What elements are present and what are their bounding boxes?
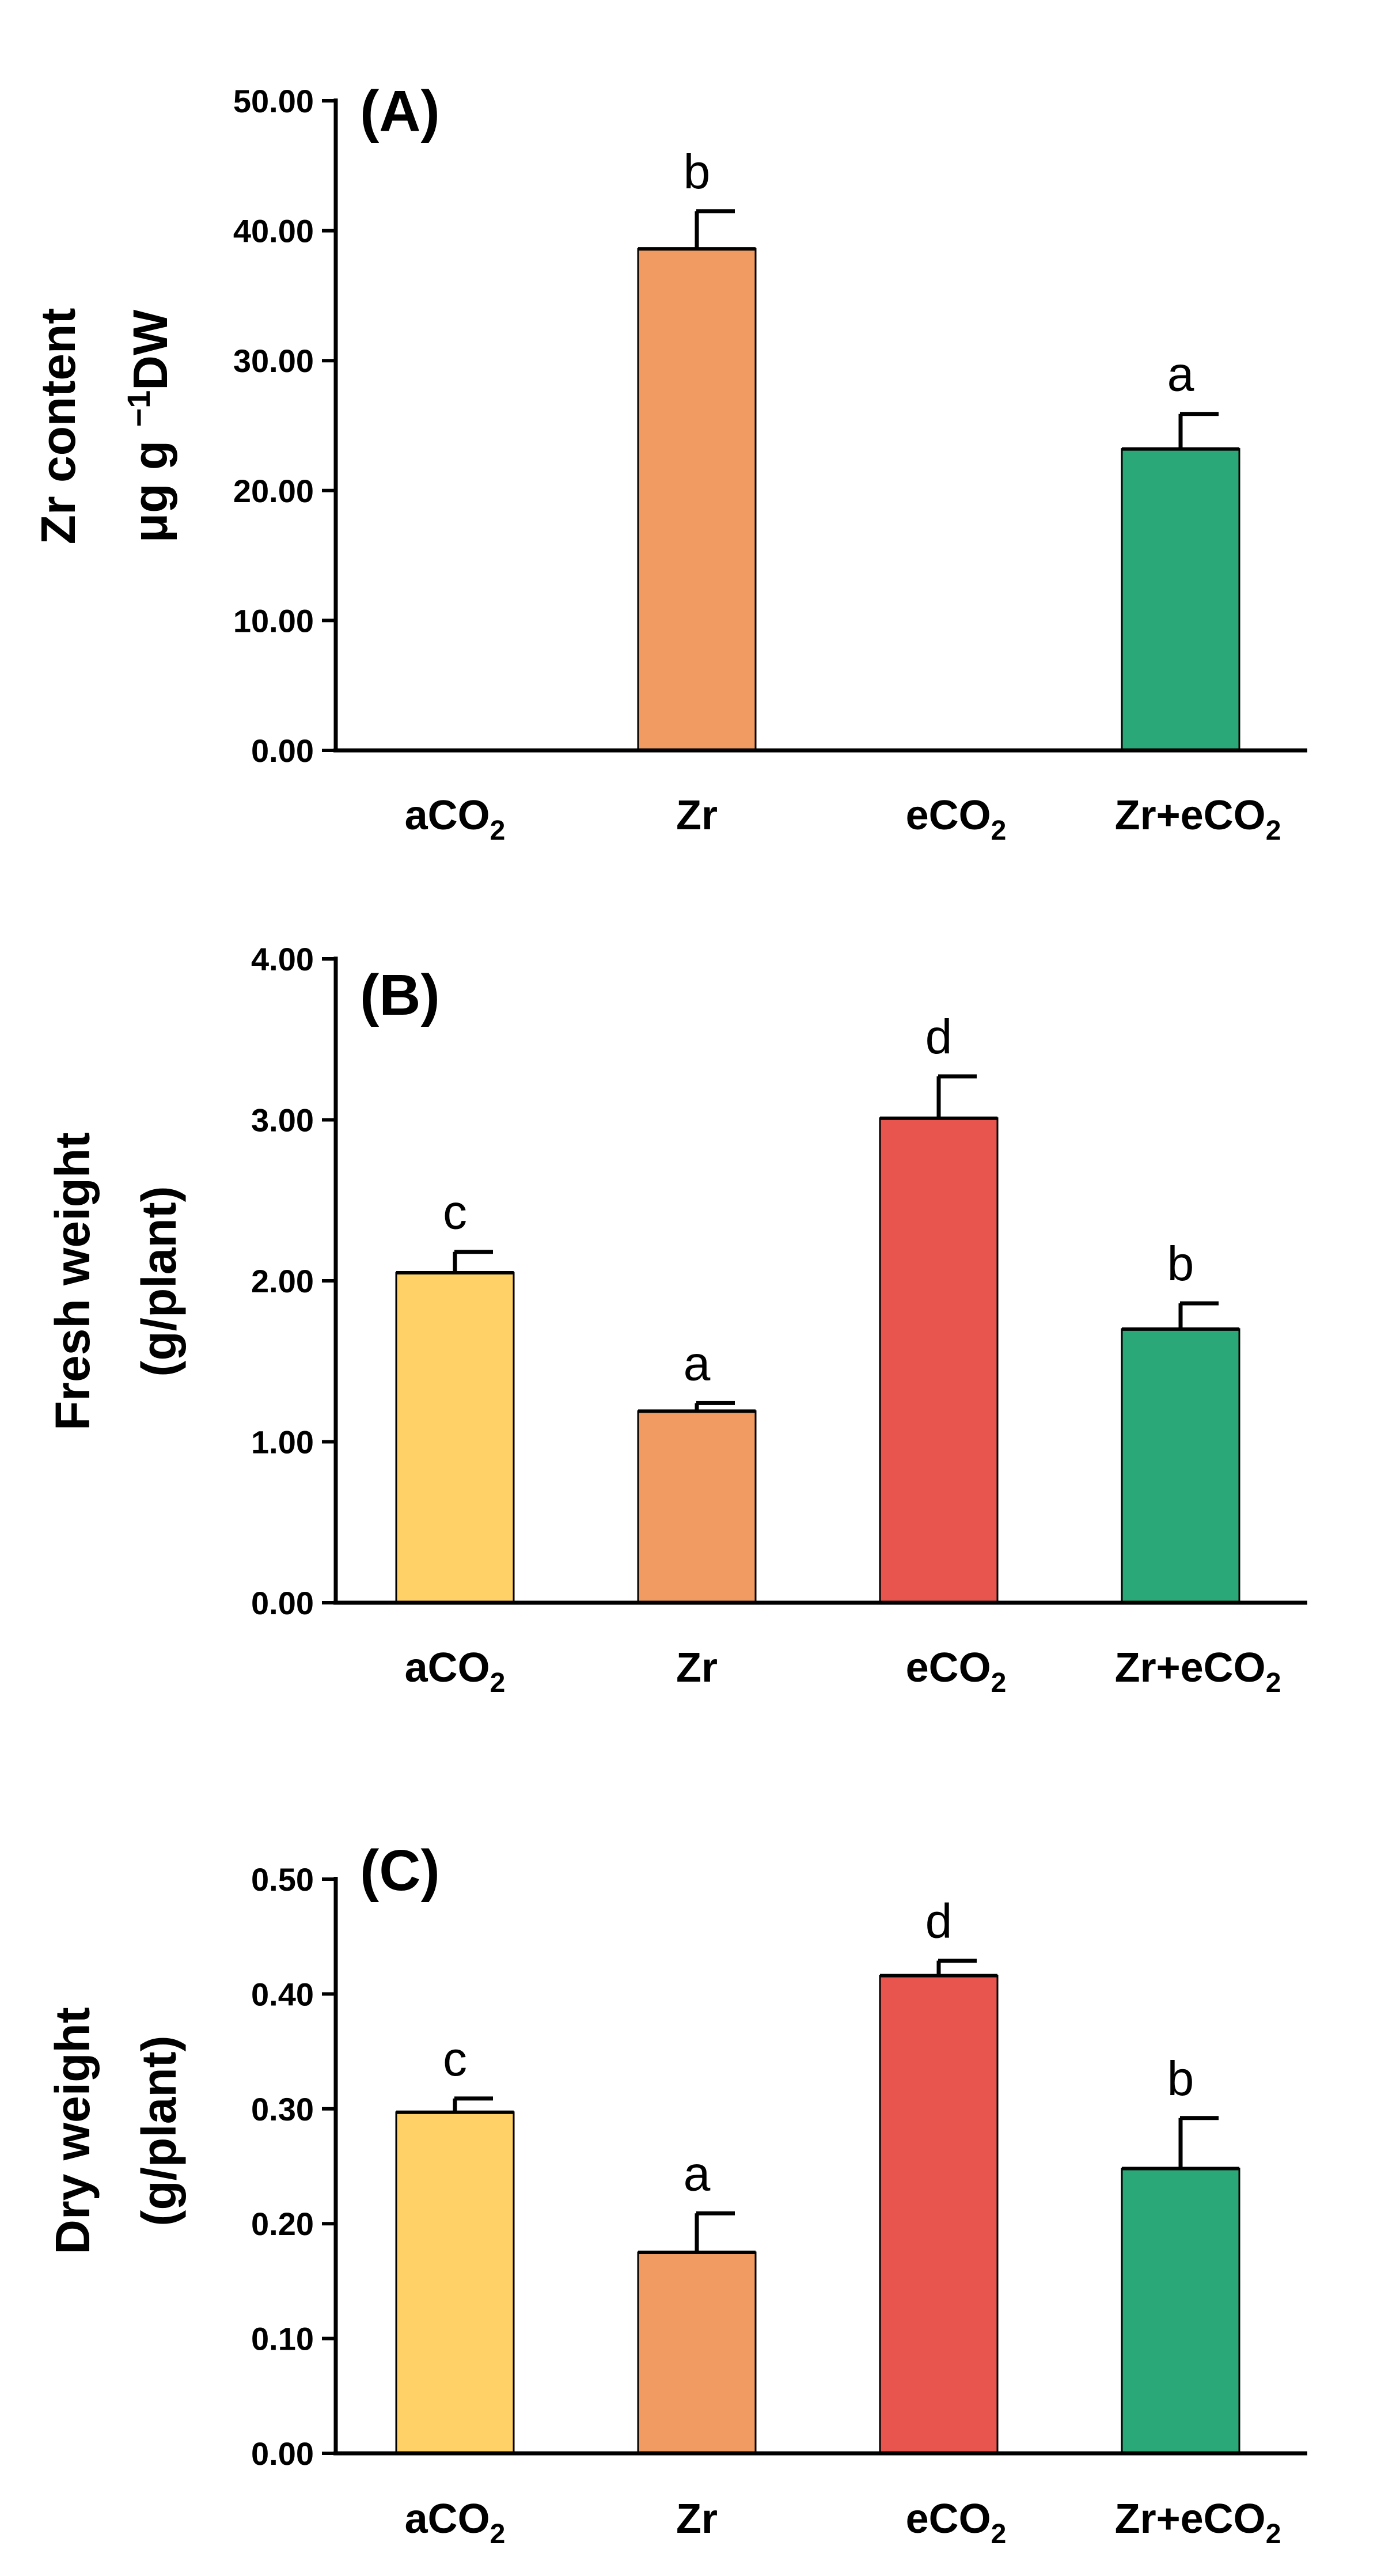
y-axis-label-line1: Zr content xyxy=(31,308,85,545)
panel-label: (C) xyxy=(360,1838,440,1903)
y-tick-label: 40.00 xyxy=(233,213,314,249)
bar-zr xyxy=(637,2251,757,2454)
y-tick-label: 30.00 xyxy=(233,343,314,379)
bar-aco2 xyxy=(395,2111,515,2454)
significance-letter-zr: a xyxy=(684,1336,711,1390)
significance-letter-zr-eco2: a xyxy=(1167,347,1194,401)
significance-letter-eco2: d xyxy=(925,1894,953,1948)
y-tick-label: 20.00 xyxy=(233,473,314,509)
x-tick-label-zr: Zr xyxy=(676,1645,718,1691)
y-axis-label-line1: Fresh weight xyxy=(45,1132,100,1431)
y-tick-label: 4.00 xyxy=(251,941,314,977)
panel-label: (A) xyxy=(360,79,440,143)
y-axis-label-line1: Dry weight xyxy=(45,2007,100,2254)
y-tick-label: 0.40 xyxy=(251,1976,314,2012)
x-tick-label-zr-eco2: Zr+eCO2 xyxy=(1115,2496,1281,2550)
y-axis-label-line2: (g/plant) xyxy=(132,2035,186,2226)
x-tick-label-aco2: aCO2 xyxy=(405,2496,506,2550)
x-tick-label-zr: Zr xyxy=(676,792,718,839)
significance-letter-aco2: c xyxy=(443,1185,467,1239)
y-tick-label: 3.00 xyxy=(251,1102,314,1139)
significance-letter-eco2: d xyxy=(925,1010,953,1064)
x-tick-label-eco2: eCO2 xyxy=(906,2496,1007,2550)
y-axis-label-line2: (g/plant) xyxy=(132,1186,186,1376)
bar-eco2 xyxy=(879,1974,999,2454)
x-tick-label-aco2: aCO2 xyxy=(405,792,506,846)
x-tick-label-zr: Zr xyxy=(676,2496,718,2542)
y-tick-label: 0.00 xyxy=(251,733,314,769)
bar-zr xyxy=(637,248,757,752)
x-tick-label-zr-eco2: Zr+eCO2 xyxy=(1115,1645,1281,1698)
y-tick-label: 0.50 xyxy=(251,1861,314,1898)
y-tick-label: 50.00 xyxy=(233,83,314,119)
y-tick-label: 2.00 xyxy=(251,1263,314,1299)
bar-zr xyxy=(637,1410,757,1604)
significance-letter-zr-eco2: b xyxy=(1167,2051,1194,2105)
panel-label: (B) xyxy=(360,963,440,1027)
y-tick-label: 0.20 xyxy=(251,2206,314,2242)
bar-aco2 xyxy=(395,1272,515,1604)
y-tick-label: 10.00 xyxy=(233,602,314,639)
y-tick-label: 0.30 xyxy=(251,2091,314,2127)
y-tick-label: 0.10 xyxy=(251,2321,314,2357)
y-tick-label: 1.00 xyxy=(251,1424,314,1460)
significance-letter-zr: a xyxy=(684,2146,711,2201)
significance-letter-zr-eco2: b xyxy=(1167,1236,1194,1291)
chart-panel-a: b a 0.00 10.00 20.00 30.00 40.00 50.00 aCO2 Zr eCO… xyxy=(31,79,1307,846)
x-tick-label-zr-eco2: Zr+eCO2 xyxy=(1115,792,1281,846)
chart-panel-b: c a d b 0.00 1.00 2.00 3.00 4.00 aCO2 Zr eCO2 Zr+eCO… xyxy=(45,941,1307,1698)
x-tick-label-eco2: eCO2 xyxy=(906,1645,1007,1698)
bar-zr-eco2 xyxy=(1121,448,1240,752)
chart-panel-c: c a d b 0.00 0.10 0.20 0.30 0.40 0.50 aCO2 Zr eCO2 Zr… xyxy=(45,1838,1307,2550)
significance-letter-zr: b xyxy=(684,145,711,199)
y-tick-label: 0.00 xyxy=(251,2435,314,2472)
y-axis-label-line2: μg g −1DW xyxy=(120,309,177,542)
bar-zr-eco2 xyxy=(1121,2167,1240,2454)
x-tick-label-aco2: aCO2 xyxy=(405,1645,506,1698)
y-tick-label: 0.00 xyxy=(251,1585,314,1621)
bar-zr-eco2 xyxy=(1121,1328,1240,1604)
x-tick-label-eco2: eCO2 xyxy=(906,792,1007,846)
significance-letter-aco2: c xyxy=(443,2032,467,2086)
bar-eco2 xyxy=(879,1117,999,1604)
